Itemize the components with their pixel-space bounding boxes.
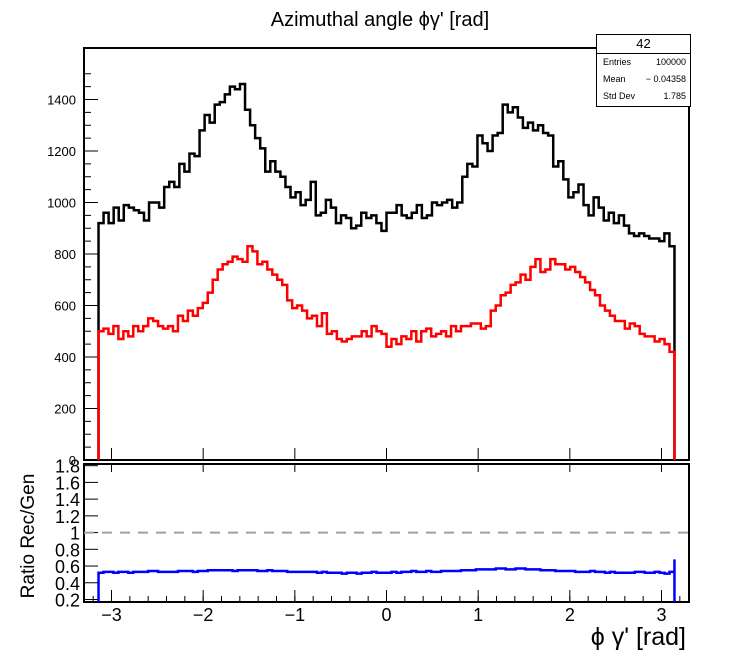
ratio-y-tick-label: 1 xyxy=(70,524,80,544)
ratio-y-tick-label: 0.2 xyxy=(55,590,80,610)
stats-row-entries: Entries 100000 xyxy=(597,54,690,71)
top-panel-frame xyxy=(83,47,690,461)
y-tick-label: 800 xyxy=(54,247,76,262)
ratio-y-tick-label: 0.8 xyxy=(55,540,80,560)
chart-title: Azimuthal angle ϕγ' [rad] xyxy=(271,9,489,31)
stats-value: 100000 xyxy=(655,57,686,67)
x-axis-label: ϕ γ' [rad] xyxy=(591,623,686,651)
x-tick-label: −2 xyxy=(193,605,214,625)
y-tick-label: 1400 xyxy=(47,93,76,108)
ratio-y-tick-label: 1.8 xyxy=(55,457,80,477)
top-series xyxy=(97,82,676,460)
bottom-y-axis: 0.20.40.60.811.21.41.61.8 xyxy=(55,457,98,610)
x-tick-label: −1 xyxy=(285,605,306,625)
bottom-panel: 0.20.40.60.811.21.41.61.8 −3 −2 −1 0 1 2 3 xyxy=(55,457,690,625)
y-tick-label: 600 xyxy=(54,299,76,314)
stats-label: Std Dev xyxy=(603,91,636,101)
histogram-line-0 xyxy=(97,82,676,460)
stats-label: Entries xyxy=(603,57,632,67)
x-tick-label: 0 xyxy=(381,605,391,625)
stats-box: 42 Entries 100000 Mean − 0.04358 Std Dev… xyxy=(596,34,691,107)
y-tick-label: 200 xyxy=(54,402,76,417)
stats-value: 1.785 xyxy=(663,91,686,101)
x-tick-label: 2 xyxy=(565,605,575,625)
ratio-line-0 xyxy=(97,559,676,602)
ratio-y-tick-label: 0.4 xyxy=(55,574,80,594)
x-tick-label: 1 xyxy=(473,605,483,625)
stats-label: Mean xyxy=(603,74,626,84)
ratio-y-axis-label: Ratio Rec/Gen xyxy=(18,474,39,599)
x-tick-label: 3 xyxy=(656,605,666,625)
bottom-series xyxy=(97,559,676,602)
y-tick-label: 400 xyxy=(54,350,76,365)
y-tick-label: 1000 xyxy=(47,196,76,211)
stats-row-mean: Mean − 0.04358 xyxy=(597,71,690,88)
ratio-y-tick-label: 1.6 xyxy=(55,473,80,493)
y-tick-label: 0 xyxy=(69,453,76,468)
stats-row-stddev: Std Dev 1.785 xyxy=(597,88,690,105)
stats-value: − 0.04358 xyxy=(645,74,686,84)
ratio-y-tick-label: 1.4 xyxy=(55,490,80,510)
top-y-axis: 0 200 400 600 800 1000 1200 1400 xyxy=(47,73,662,468)
stats-box-title: 42 xyxy=(597,35,690,54)
y-tick-label: 1200 xyxy=(47,144,76,159)
ratio-y-tick-label: 1.2 xyxy=(55,507,80,527)
ratio-y-tick-label: 0.6 xyxy=(55,557,80,577)
histogram-line-1 xyxy=(97,245,676,460)
bottom-x-axis: −3 −2 −1 0 1 2 3 xyxy=(92,464,681,625)
top-panel: 0 200 400 600 800 1000 1200 1400 xyxy=(47,47,690,468)
x-tick-label: −3 xyxy=(101,605,122,625)
